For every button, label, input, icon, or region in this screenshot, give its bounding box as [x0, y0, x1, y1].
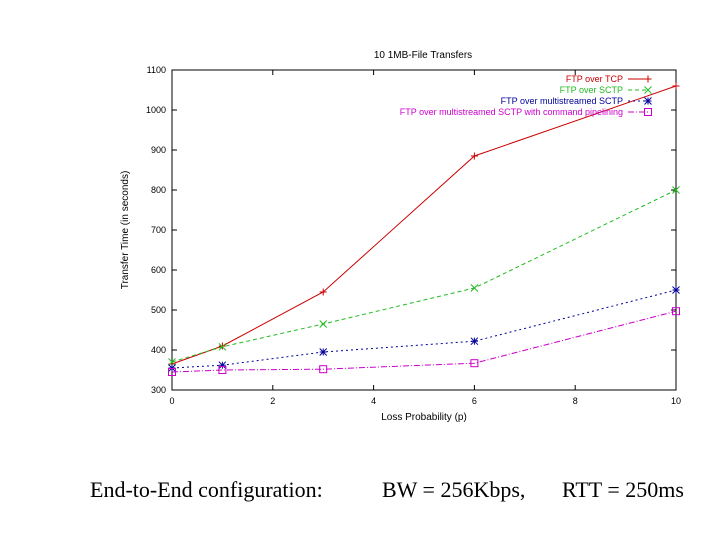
data-point — [218, 342, 227, 351]
legend-label: FTP over multistreamed SCTP — [501, 96, 623, 106]
series-line — [171, 189, 677, 363]
data-point — [319, 288, 327, 296]
data-point — [218, 342, 226, 350]
caption-bandwidth: BW = 256Kbps, — [382, 477, 526, 502]
series-1 — [168, 82, 680, 368]
data-point — [218, 361, 227, 370]
legend-marker — [644, 75, 652, 83]
x-tick-label: 2 — [270, 396, 275, 406]
data-point — [672, 307, 680, 316]
y-tick-label: 900 — [151, 145, 166, 155]
caption-rtt: RTT = 250ms — [562, 477, 684, 502]
y-tick-label: 800 — [151, 185, 166, 195]
plot-frame — [171, 69, 677, 391]
legend-marker — [644, 97, 652, 105]
x-axis-label: Loss Probability (p) — [381, 412, 467, 423]
legend-label: FTP over multistreamed SCTP with command… — [400, 107, 623, 117]
series-line — [171, 85, 677, 365]
x-tick-label: 4 — [371, 396, 376, 406]
legend-marker — [644, 86, 652, 94]
x-tick-label: 6 — [472, 396, 477, 406]
y-tick-label: 1100 — [147, 65, 166, 75]
data-point — [319, 348, 328, 356]
y-tick-label: 400 — [151, 345, 166, 355]
data-point — [319, 320, 328, 328]
series-2 — [168, 186, 680, 366]
legend-marker — [644, 108, 652, 116]
series-line — [171, 289, 677, 369]
y-tick-label: 600 — [151, 265, 166, 275]
caption-configuration: End-to-End configuration: — [90, 477, 323, 502]
chart-title: 10 1MB-File Transfers — [374, 50, 472, 61]
data-point — [319, 365, 328, 374]
data-point — [470, 152, 478, 160]
y-tick-label: 1000 — [146, 105, 166, 115]
legend-label: FTP over SCTP — [560, 85, 623, 95]
x-tick-label: 0 — [169, 396, 174, 406]
data-point — [470, 337, 479, 346]
y-tick-label: 300 — [151, 385, 166, 395]
x-tick-label: 10 — [671, 396, 681, 406]
line-chart: 10 1MB-File Transfers 0 2 4 6 8 10 300 400 500 60… — [120, 50, 681, 423]
data-point — [168, 358, 176, 366]
y-tick-label: 700 — [151, 225, 166, 235]
x-tick-label: 8 — [573, 396, 578, 406]
y-axis-label: Transfer Time (in seconds) — [120, 171, 131, 290]
data-point — [672, 286, 680, 294]
series-line — [171, 310, 677, 373]
y-tick-label: 500 — [151, 305, 166, 315]
data-point — [672, 82, 680, 90]
data-point — [218, 366, 227, 374]
data-point — [470, 284, 479, 292]
series-3 — [168, 286, 680, 372]
data-point — [470, 359, 479, 368]
legend-label: FTP over TCP — [566, 74, 623, 84]
data-point — [168, 368, 176, 376]
data-point — [672, 186, 680, 194]
series-4 — [168, 307, 680, 376]
